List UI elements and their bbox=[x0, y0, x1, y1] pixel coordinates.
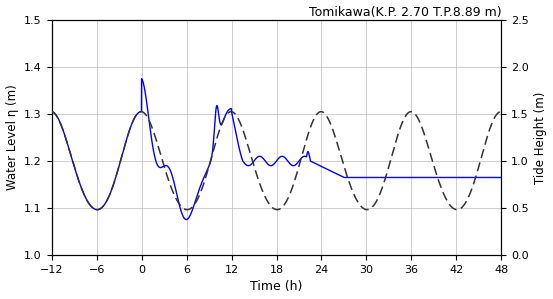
Y-axis label: Water Level η (m): Water Level η (m) bbox=[6, 85, 19, 190]
X-axis label: Time (h): Time (h) bbox=[251, 280, 302, 293]
Text: Tomikawa(K.P. 2.70 T.P.8.89 m): Tomikawa(K.P. 2.70 T.P.8.89 m) bbox=[309, 6, 502, 19]
Y-axis label: Tide Height (m): Tide Height (m) bbox=[534, 91, 547, 184]
